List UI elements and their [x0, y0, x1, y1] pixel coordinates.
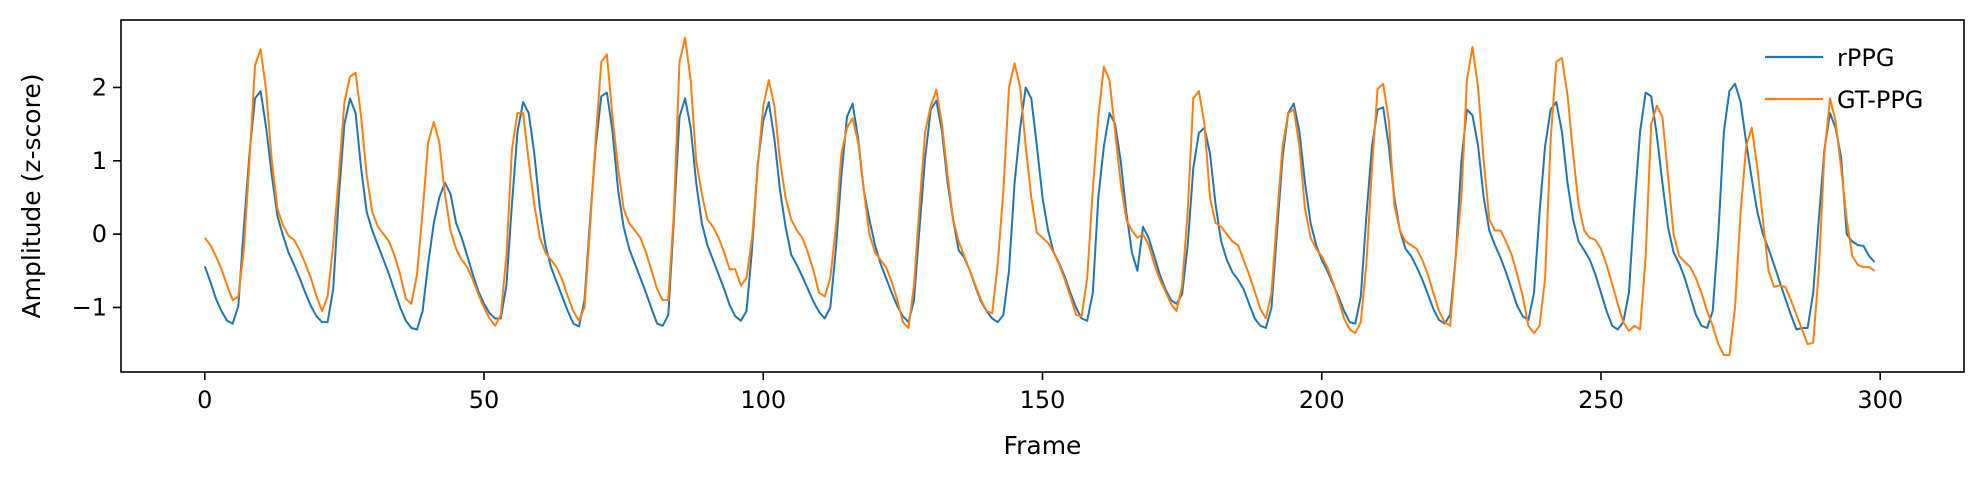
x-tick-label: 100	[740, 386, 786, 414]
series-line-gt-ppg	[204, 36, 1876, 357]
x-tick-label: 300	[1857, 386, 1903, 414]
legend-label-rppg: rPPG	[1837, 44, 1894, 72]
x-tick-label: 50	[469, 386, 500, 414]
x-tick-label: 150	[1020, 386, 1066, 414]
x-tick-label: 200	[1299, 386, 1345, 414]
y-tick-label: 2	[92, 73, 107, 101]
y-tick-label: 1	[92, 147, 107, 175]
y-tick-label: −1	[72, 293, 107, 321]
legend-label-gt-ppg: GT-PPG	[1837, 86, 1923, 114]
y-axis-ticks: −1 0 1 2	[72, 73, 121, 321]
y-tick-label: 0	[92, 220, 107, 248]
x-tick-label: 250	[1578, 386, 1624, 414]
x-axis-ticks: 0 50 100 150 200 250 300	[197, 372, 1903, 414]
x-axis-label: Frame	[1004, 431, 1082, 460]
plot-area	[203, 36, 1876, 357]
legend: rPPG GT-PPG	[1765, 44, 1923, 114]
series-line-rppg	[203, 82, 1876, 331]
y-axis-label: Amplitude (z-score)	[17, 74, 46, 319]
x-tick-label: 0	[197, 386, 212, 414]
